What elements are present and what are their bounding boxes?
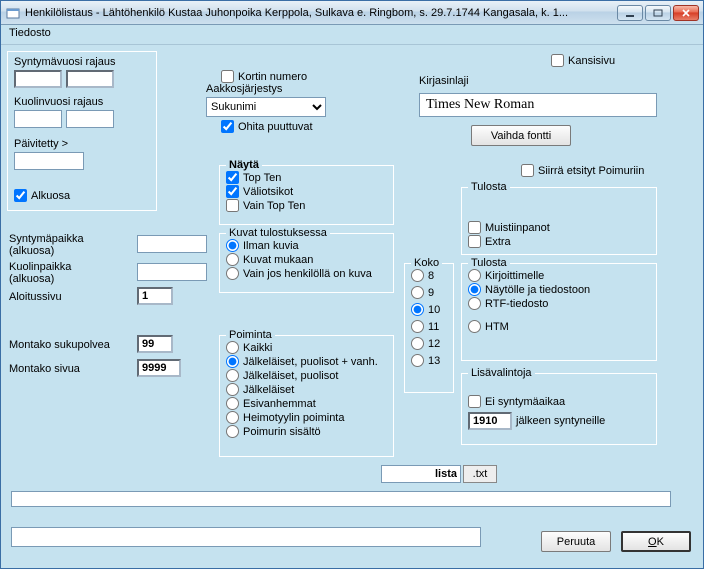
kortin-checkbox[interactable]: Kortin numero bbox=[221, 70, 307, 83]
sivua-input[interactable] bbox=[137, 359, 181, 377]
kuolpaikka-label: Kuolinpaikka (alkuosa) bbox=[9, 261, 71, 285]
poiminta-jp-radio[interactable]: Jälkeläiset, puolisot bbox=[226, 369, 387, 382]
progress-bar-1 bbox=[11, 491, 671, 507]
lista-ext: .txt bbox=[463, 465, 497, 483]
syntpaikka-input[interactable] bbox=[137, 235, 207, 253]
year-input[interactable] bbox=[468, 412, 512, 430]
alkuosa-label: Alkuosa bbox=[31, 190, 70, 202]
lisa-legend: Lisävalintoja bbox=[468, 367, 535, 379]
tulosta1-legend: Tulosta bbox=[468, 181, 510, 193]
ohita-checkbox[interactable]: Ohita puuttuvat bbox=[221, 120, 313, 133]
muisti-checkbox[interactable]: Muistiinpanot bbox=[468, 221, 650, 234]
koko-group: Koko 8 9 10 11 12 13 bbox=[404, 263, 454, 393]
kansisivu-check-input[interactable] bbox=[551, 54, 564, 67]
sukupolvea-label: Montako sukupolvea bbox=[9, 339, 110, 351]
koko-12-radio[interactable]: 12 bbox=[411, 337, 447, 350]
change-font-button[interactable]: Vaihda fontti bbox=[471, 125, 571, 146]
siirra-label: Siirrä etsityt Poimuriin bbox=[538, 165, 644, 177]
ohita-label: Ohita puuttuvat bbox=[238, 121, 313, 133]
jalkeen-label: jälkeen syntyneille bbox=[516, 415, 605, 427]
close-button[interactable] bbox=[673, 5, 699, 21]
kuvat-mukaan-radio[interactable]: Kuvat mukaan bbox=[226, 253, 387, 266]
tulosta2-legend: Tulosta bbox=[468, 257, 510, 269]
extra-checkbox[interactable]: Extra bbox=[468, 235, 650, 248]
koko-10-radio[interactable]: 10 bbox=[411, 303, 447, 316]
kuvat-group: Kuvat tulostuksessa Ilman kuvia Kuvat mu… bbox=[219, 233, 394, 293]
deathyear-label: Kuolinvuosi rajaus bbox=[14, 96, 114, 108]
valiotsikot-checkbox[interactable]: Väliotsikot bbox=[226, 185, 387, 198]
poiminta-esi-radio[interactable]: Esivanhemmat bbox=[226, 397, 387, 410]
lisa-group: Lisävalintoja Ei syntymäaikaa jälkeen sy… bbox=[461, 373, 657, 445]
birthyear-label: Syntymävuosi rajaus bbox=[14, 56, 116, 68]
aloitussivu-input[interactable] bbox=[137, 287, 173, 305]
eisynt-checkbox[interactable]: Ei syntymäaikaa bbox=[468, 395, 650, 408]
tulosta-htm-radio[interactable]: HTM bbox=[468, 320, 650, 333]
koko-13-radio[interactable]: 13 bbox=[411, 354, 447, 367]
kortin-check-input[interactable] bbox=[221, 70, 234, 83]
alkuosa-check-input[interactable] bbox=[14, 189, 27, 202]
app-icon bbox=[5, 5, 21, 21]
koko-legend: Koko bbox=[411, 257, 442, 269]
titlebar: Henkilölistaus - Lähtöhenkilö Kustaa Juh… bbox=[1, 1, 703, 25]
koko-9-radio[interactable]: 9 bbox=[411, 286, 447, 299]
font-display: Times New Roman bbox=[419, 93, 657, 117]
topten-checkbox[interactable]: Top Ten bbox=[226, 171, 387, 184]
ok-button[interactable]: OK bbox=[621, 531, 691, 552]
minimize-button[interactable] bbox=[617, 5, 643, 21]
menubar: Tiedosto bbox=[1, 25, 703, 45]
siirra-checkbox[interactable]: Siirrä etsityt Poimuriin bbox=[521, 164, 644, 177]
deathyear-from-input[interactable] bbox=[14, 110, 62, 128]
tulosta1-group: Tulosta Muistiinpanot Extra bbox=[461, 187, 657, 255]
kansisivu-checkbox[interactable]: Kansisivu bbox=[551, 54, 615, 67]
birthyear-to-input[interactable] bbox=[66, 70, 114, 88]
kuvat-ilman-radio[interactable]: Ilman kuvia bbox=[226, 239, 387, 252]
koko-8-radio[interactable]: 8 bbox=[411, 269, 447, 282]
syntpaikka-label: Syntymäpaikka (alkuosa) bbox=[9, 233, 84, 257]
cancel-button[interactable]: Peruuta bbox=[541, 531, 611, 552]
updated-input[interactable] bbox=[14, 152, 84, 170]
year-filter-group: Syntymävuosi rajaus Kuolinvuosi rajaus P… bbox=[7, 51, 157, 211]
nayta-legend: Näytä bbox=[226, 159, 262, 171]
menu-file[interactable]: Tiedosto bbox=[9, 27, 51, 39]
sukupolvea-input[interactable] bbox=[137, 335, 173, 353]
koko-11-radio[interactable]: 11 bbox=[411, 320, 447, 333]
tulosta2-group: Tulosta Kirjoittimelle Näytölle ja tiedo… bbox=[461, 263, 657, 361]
kuolpaikka-input[interactable] bbox=[137, 263, 207, 281]
nayta-group: Näytä Top Ten Väliotsikot Vain Top Ten bbox=[219, 165, 394, 225]
tulosta-naytolle-radio[interactable]: Näytölle ja tiedostoon bbox=[468, 283, 650, 296]
aloitussivu-label: Aloitussivu bbox=[9, 291, 62, 303]
aak-select[interactable]: Sukunimi bbox=[206, 97, 326, 117]
poiminta-legend: Poiminta bbox=[226, 329, 275, 341]
progress-bar-2 bbox=[11, 527, 481, 547]
kuvat-legend: Kuvat tulostuksessa bbox=[226, 227, 330, 239]
birthyear-from-input[interactable] bbox=[14, 70, 62, 88]
kuvat-vainjos-radio[interactable]: Vain jos henkilöllä on kuva bbox=[226, 267, 387, 280]
poiminta-j-radio[interactable]: Jälkeläiset bbox=[226, 383, 387, 396]
maximize-button[interactable] bbox=[645, 5, 671, 21]
aak-label: Aakkosjärjestys bbox=[206, 83, 282, 95]
updated-label: Päivitetty > bbox=[14, 138, 84, 150]
siirra-check-input[interactable] bbox=[521, 164, 534, 177]
kansisivu-label: Kansisivu bbox=[568, 55, 615, 67]
app-window: Henkilölistaus - Lähtöhenkilö Kustaa Juh… bbox=[0, 0, 704, 569]
ohita-check-input[interactable] bbox=[221, 120, 234, 133]
poiminta-kaikki-radio[interactable]: Kaikki bbox=[226, 341, 387, 354]
poiminta-jpv-radio[interactable]: Jälkeläiset, puolisot + vanh. bbox=[226, 355, 387, 368]
kirjasin-label: Kirjasinlaji bbox=[419, 75, 469, 87]
kortin-label: Kortin numero bbox=[238, 71, 307, 83]
window-title: Henkilölistaus - Lähtöhenkilö Kustaa Juh… bbox=[25, 7, 617, 19]
poiminta-sisalto-radio[interactable]: Poimurin sisältö bbox=[226, 425, 387, 438]
vaintopten-checkbox[interactable]: Vain Top Ten bbox=[226, 199, 387, 212]
poiminta-heimo-radio[interactable]: Heimotyylin poiminta bbox=[226, 411, 387, 424]
poiminta-group: Poiminta Kaikki Jälkeläiset, puolisot + … bbox=[219, 335, 394, 457]
lista-input[interactable] bbox=[381, 465, 461, 483]
content-area: Syntymävuosi rajaus Kuolinvuosi rajaus P… bbox=[1, 45, 703, 568]
tulosta-rtf-radio[interactable]: RTF-tiedosto bbox=[468, 297, 650, 310]
alkuosa-checkbox[interactable]: Alkuosa bbox=[14, 189, 70, 202]
deathyear-to-input[interactable] bbox=[66, 110, 114, 128]
sivua-label: Montako sivua bbox=[9, 363, 80, 375]
tulosta-kirj-radio[interactable]: Kirjoittimelle bbox=[468, 269, 650, 282]
